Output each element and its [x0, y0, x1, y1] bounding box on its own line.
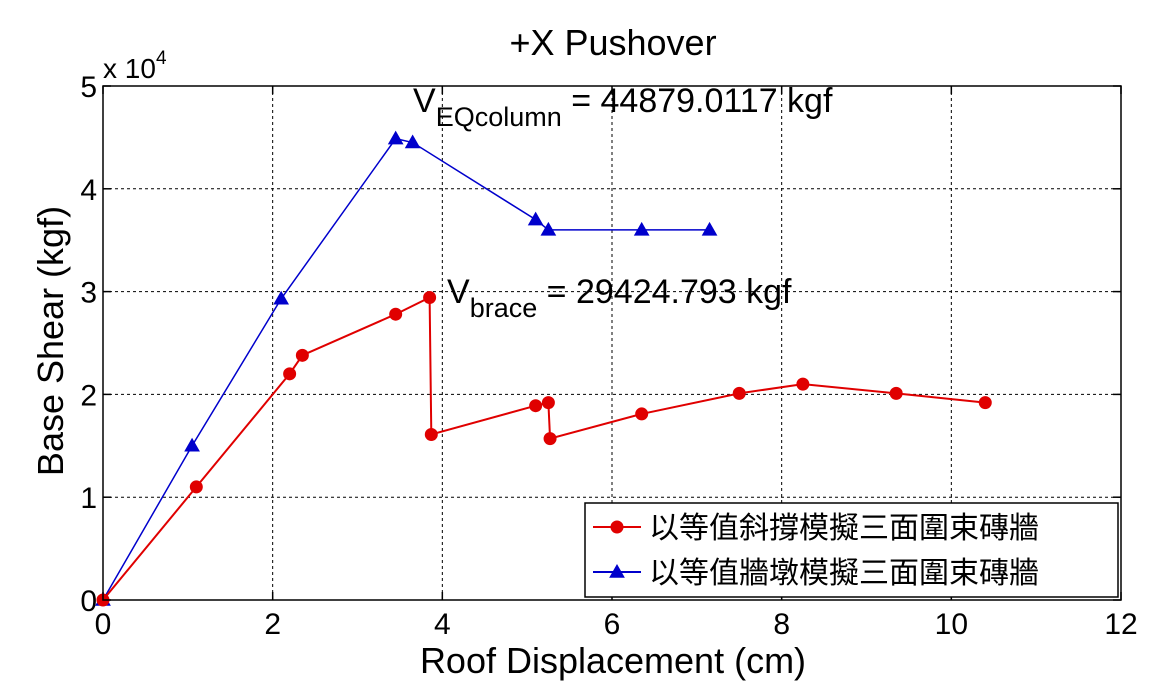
data-point: [541, 396, 555, 410]
data-point: [796, 377, 810, 391]
legend-marker: [610, 520, 624, 534]
chart-title: +X Pushover: [509, 22, 716, 63]
y-tick-label: 4: [80, 174, 97, 207]
x-tick-label: 10: [935, 608, 968, 641]
legend-box: [584, 502, 1119, 598]
data-point: [387, 130, 404, 145]
y-tick-label: 5: [80, 71, 97, 104]
annotation-brace: Vbrace = 29424.793 kgf: [447, 273, 792, 323]
x-axis-label: Roof Displacement (cm): [420, 640, 806, 681]
legend-label-brace: 以等值斜撐模擬三面圍束磚牆: [649, 512, 1039, 545]
data-point: [978, 396, 992, 410]
y-axis-multiplier: x 104: [103, 48, 167, 84]
series-layer: [95, 130, 992, 607]
annotation-eqcolumn: VEQcolumn = 44879.0117 kgf: [413, 82, 833, 132]
data-point: [423, 291, 437, 305]
data-point: [543, 432, 557, 446]
y-tick-label: 2: [80, 379, 97, 412]
data-point: [633, 221, 650, 236]
data-point: [635, 407, 649, 421]
series-0: [96, 291, 992, 607]
data-point: [189, 480, 203, 494]
data-point: [404, 134, 421, 149]
x-tick-label: 12: [1104, 608, 1137, 641]
x-tick-label: 2: [264, 608, 281, 641]
data-point: [273, 290, 290, 305]
data-point: [184, 437, 200, 452]
plot-frame: [102, 85, 1122, 601]
data-point: [529, 399, 543, 413]
x-tick-label: 0: [95, 608, 112, 641]
legend-marker: [609, 563, 625, 578]
data-point: [283, 367, 297, 381]
data-point: [424, 427, 438, 441]
data-point: [889, 386, 903, 400]
y-tick-label: 0: [80, 585, 97, 618]
data-point: [527, 211, 544, 226]
y-tick-label: 3: [80, 277, 97, 310]
x-tick-label: 4: [434, 608, 451, 641]
data-point: [732, 386, 746, 400]
x-tick-label: 8: [773, 608, 790, 641]
data-point: [389, 307, 403, 321]
legend-label-wall-pier: 以等值牆墩模擬三面圍束磚牆: [649, 557, 1039, 590]
x-tick-label: 6: [604, 608, 621, 641]
legend: 以等值斜撐模擬三面圍束磚牆 以等值牆墩模擬三面圍束磚牆: [584, 502, 1119, 598]
data-point: [295, 348, 309, 362]
data-point: [540, 221, 557, 236]
data-point: [701, 221, 718, 236]
y-tick-label: 1: [80, 482, 97, 515]
y-axis-label: Base Shear (kgf): [30, 206, 71, 476]
series-1: [95, 130, 718, 606]
